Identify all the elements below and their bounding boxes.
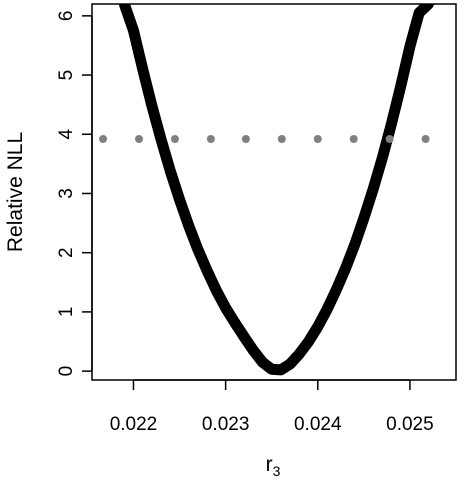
x-tick-label: 0.023	[202, 414, 250, 435]
threshold-dot	[99, 135, 108, 144]
threshold-dot	[349, 135, 358, 144]
x-tick-label: 0.022	[110, 414, 158, 435]
plot-area	[99, 4, 466, 376]
x-axis: 0.022 0.023 0.024 0.025	[110, 379, 434, 435]
y-tick-label: 6	[56, 11, 77, 22]
threshold-dot	[313, 135, 322, 144]
x-axis-title: r3	[266, 453, 281, 479]
threshold-dot	[134, 135, 143, 144]
y-axis-title: Relative NLL	[4, 132, 27, 252]
nll-curve	[118, 4, 434, 376]
threshold-dot	[241, 135, 250, 144]
x-tick-label: 0.024	[294, 414, 342, 435]
y-tick-label: 5	[56, 70, 77, 81]
threshold-dot	[385, 135, 394, 144]
y-tick-label: 0	[56, 366, 77, 377]
threshold-dot	[277, 135, 286, 144]
y-tick-label: 4	[56, 129, 77, 140]
threshold-dot	[421, 135, 430, 144]
threshold-dot	[458, 135, 466, 143]
x-tick-label: 0.025	[386, 414, 434, 435]
y-tick-label: 1	[56, 307, 77, 318]
y-tick-label: 2	[56, 247, 77, 258]
x-axis-title-subscript: 3	[273, 463, 281, 479]
y-axis: 0 1 2 3 4 5 6	[56, 11, 93, 377]
threshold-dot	[170, 135, 179, 144]
threshold-dot	[206, 135, 215, 144]
y-tick-label: 3	[56, 188, 77, 199]
x-axis-title-base: r	[266, 453, 273, 476]
